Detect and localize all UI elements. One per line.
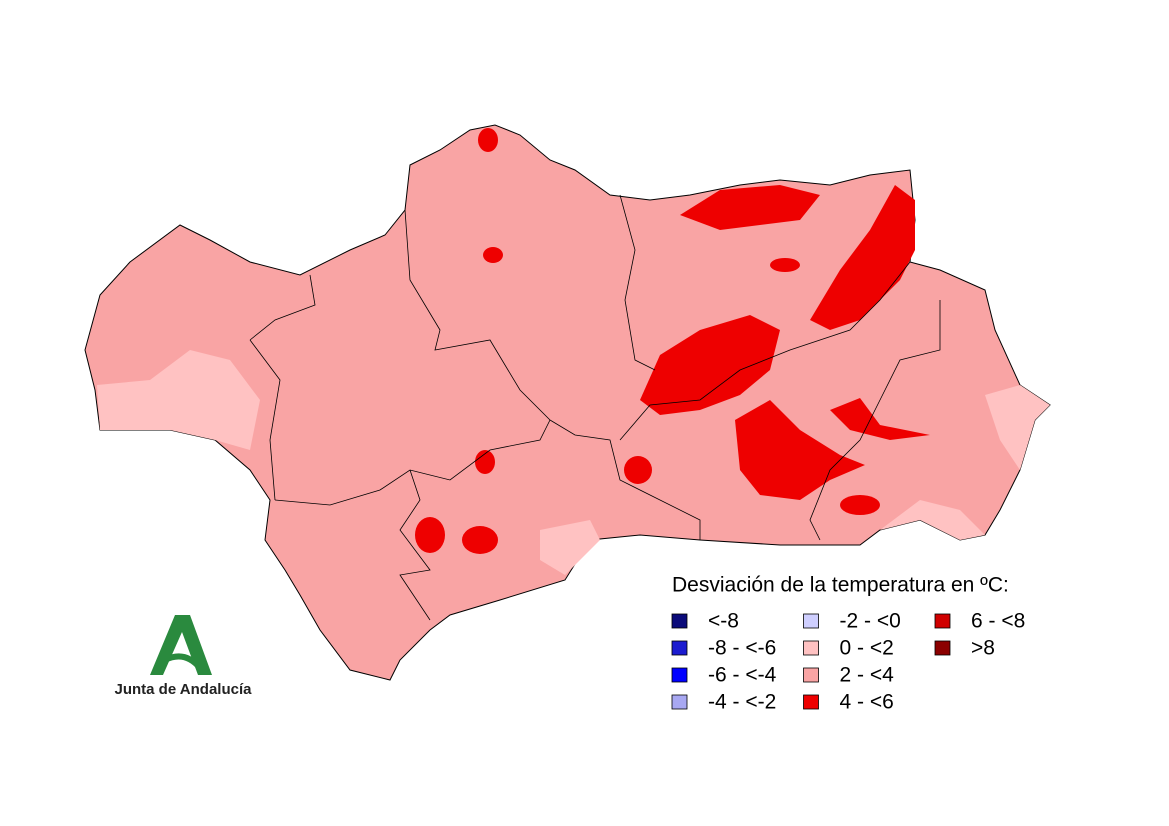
logo-mark xyxy=(163,653,203,671)
border xyxy=(404,209,551,421)
hot-areas xyxy=(415,128,930,554)
area xyxy=(640,315,780,415)
border xyxy=(249,339,281,501)
area xyxy=(624,456,652,484)
border xyxy=(809,300,941,541)
border xyxy=(274,419,551,506)
legend-swatch xyxy=(934,613,951,629)
area xyxy=(97,350,260,450)
legend: Desviación de la temperatura en ºC: <-8 -… xyxy=(671,574,1025,714)
legend-label: 2 - <4 xyxy=(840,664,895,687)
legend-swatch xyxy=(803,667,819,683)
border xyxy=(619,261,911,441)
area xyxy=(985,385,1050,470)
legend-label: 4 - <6 xyxy=(840,691,894,714)
province-borders xyxy=(249,194,941,621)
legend-title: Desviación de la temperatura en ºC: xyxy=(672,574,1009,597)
light-areas xyxy=(97,350,1050,575)
logo: Junta de Andalucía xyxy=(115,615,253,698)
area xyxy=(462,526,498,554)
legend-label: >8 xyxy=(971,637,995,660)
border xyxy=(619,194,656,371)
legend-label: -2 - <0 xyxy=(840,610,901,633)
legend-swatch xyxy=(803,613,819,629)
area xyxy=(415,517,445,553)
legend-label: -4 - <-2 xyxy=(708,691,776,714)
legend-swatch xyxy=(803,640,819,656)
map xyxy=(84,124,1051,681)
legend-label: -8 - <-6 xyxy=(708,637,776,660)
area xyxy=(880,500,985,540)
area xyxy=(830,398,930,440)
legend-swatch xyxy=(934,640,951,656)
legend-label: -6 - <-4 xyxy=(708,664,777,687)
area xyxy=(735,400,865,500)
area xyxy=(483,247,503,263)
legend-label: <-8 xyxy=(708,610,739,633)
legend-swatch xyxy=(671,667,688,683)
legend-swatch xyxy=(671,694,688,710)
area xyxy=(475,450,495,474)
area xyxy=(810,185,915,330)
legend-label: 0 - <2 xyxy=(840,637,894,660)
area xyxy=(540,520,600,575)
area xyxy=(478,128,498,152)
border xyxy=(549,419,701,540)
area xyxy=(840,495,880,515)
legend-swatch xyxy=(671,640,688,656)
legend-swatch xyxy=(803,694,819,710)
border xyxy=(249,274,316,341)
logo-text: Junta de Andalucía xyxy=(115,681,253,698)
area xyxy=(770,258,800,272)
legend-swatch xyxy=(671,613,688,629)
border xyxy=(399,469,431,621)
legend-label: 6 - <8 xyxy=(971,610,1025,633)
area xyxy=(680,185,820,230)
